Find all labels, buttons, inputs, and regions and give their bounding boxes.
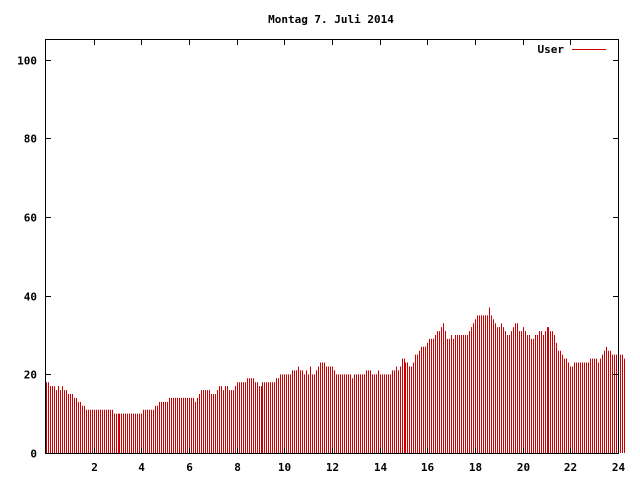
y-tick-label: 20 xyxy=(24,369,37,382)
y-tick-label: 100 xyxy=(17,55,37,68)
plot-frame xyxy=(45,39,619,454)
x-tick-label: 24 xyxy=(612,461,626,474)
x-tick-label: 14 xyxy=(374,461,388,474)
x-tick-label: 20 xyxy=(517,461,530,474)
x-tick-label: 16 xyxy=(421,461,435,474)
x-tick-label: 6 xyxy=(186,461,193,474)
y-tick-label: 60 xyxy=(24,212,37,225)
x-tick-label: 18 xyxy=(469,461,482,474)
x-tick-label: 8 xyxy=(234,461,241,474)
legend-label-user: User xyxy=(538,43,565,56)
y-tick-label: 0 xyxy=(30,448,37,461)
x-tick-label: 2 xyxy=(91,461,98,474)
axis-ticks xyxy=(46,40,619,454)
chart-title: Montag 7. Juli 2014 xyxy=(268,13,394,26)
x-tick-label: 12 xyxy=(326,461,339,474)
x-tick-label: 10 xyxy=(278,461,291,474)
legend: User xyxy=(538,43,606,56)
y-tick-label: 80 xyxy=(24,133,37,146)
x-tick-label: 22 xyxy=(564,461,577,474)
x-tick-label: 4 xyxy=(138,461,145,474)
bar-series-user xyxy=(46,307,625,453)
y-tick-label: 40 xyxy=(24,291,37,304)
